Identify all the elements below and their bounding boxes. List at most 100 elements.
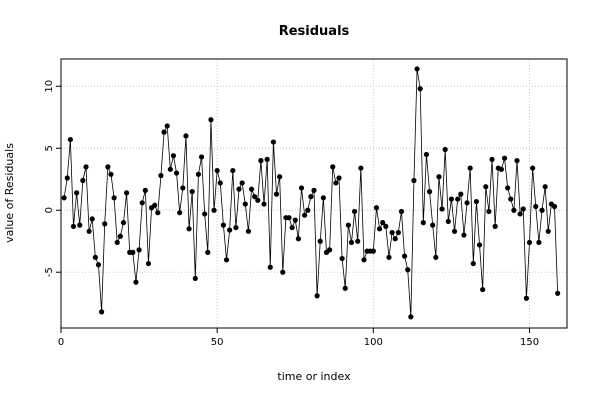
data-point [352,208,358,215]
data-point [114,239,120,246]
y-tick-label: -5 [44,267,55,277]
data-point [320,195,326,201]
data-point [417,86,423,92]
data-point [426,189,433,195]
data-point [145,260,152,267]
data-point [217,180,223,186]
data-point [380,220,386,226]
y-tick-label: 10 [44,80,55,93]
data-point [433,254,439,260]
data-point [111,195,117,201]
data-point [305,207,311,213]
data-point [345,222,351,228]
data-point [505,185,511,191]
x-tick-label: 50 [211,337,224,348]
y-tick-label: 0 [44,207,55,213]
data-point [526,239,533,246]
data-point [177,210,183,216]
data-point [186,226,192,232]
data-point [286,215,292,221]
data-point [514,158,520,164]
data-point [120,220,127,226]
data-point [258,158,264,164]
data-point [539,207,545,213]
data-point [242,201,248,207]
data-point [442,146,448,153]
data-point [336,175,342,181]
data-point [239,180,245,186]
data-point [252,194,258,200]
data-point [355,238,361,244]
data-point [517,211,523,217]
data-point [451,228,458,234]
data-point [280,269,286,275]
data-point [158,172,164,179]
data-point [167,166,173,172]
data-point [214,167,220,174]
data-point [386,254,392,260]
data-point [545,228,551,234]
data-point [86,228,92,234]
data-point [480,286,486,293]
y-axis-label: value of Residuals [3,143,16,243]
data-point [383,223,389,229]
data-point [542,184,548,190]
data-point [439,206,445,212]
data-point [389,229,395,236]
data-point [77,222,83,228]
data-point [248,186,255,192]
data-point [348,239,355,246]
data-point [245,228,252,234]
data-point [461,232,467,238]
data-point [233,224,239,231]
data-point [99,309,105,315]
data-point [555,290,561,296]
data-point [211,207,217,213]
data-point [292,217,298,223]
data-point [330,164,336,170]
data-point [198,154,205,160]
data-point [445,218,451,224]
data-point [64,175,70,181]
data-point [520,206,526,212]
data-point [492,223,498,229]
data-point [227,227,233,233]
data-point [139,200,145,206]
data-point [470,260,476,267]
data-point [264,156,270,163]
data-point [289,224,295,231]
data-point [308,194,314,200]
data-point [123,190,130,196]
data-point [195,171,202,177]
data-point [270,139,276,145]
data-point [430,222,436,228]
data-point [464,200,470,206]
data-point [102,221,108,227]
data-point [398,208,405,215]
data-point [370,248,376,254]
data-point [205,249,211,255]
data-point [448,196,455,202]
data-point [302,212,308,218]
data-point [483,184,489,190]
data-point [536,239,542,246]
data-point [277,174,283,180]
data-point [401,253,408,259]
data-point [192,275,198,282]
data-point [408,314,414,320]
data-point [551,203,558,210]
data-point [361,257,367,263]
data-point [423,151,430,158]
data-point [376,226,383,232]
x-axis-label: time or index [277,370,351,383]
data-point [202,211,208,217]
data-point [130,249,136,255]
data-point [342,285,348,291]
data-point [61,195,67,201]
data-point [223,257,230,263]
data-point [339,255,345,262]
residuals-line [63,68,559,317]
data-point [501,155,508,161]
data-point [530,165,536,171]
